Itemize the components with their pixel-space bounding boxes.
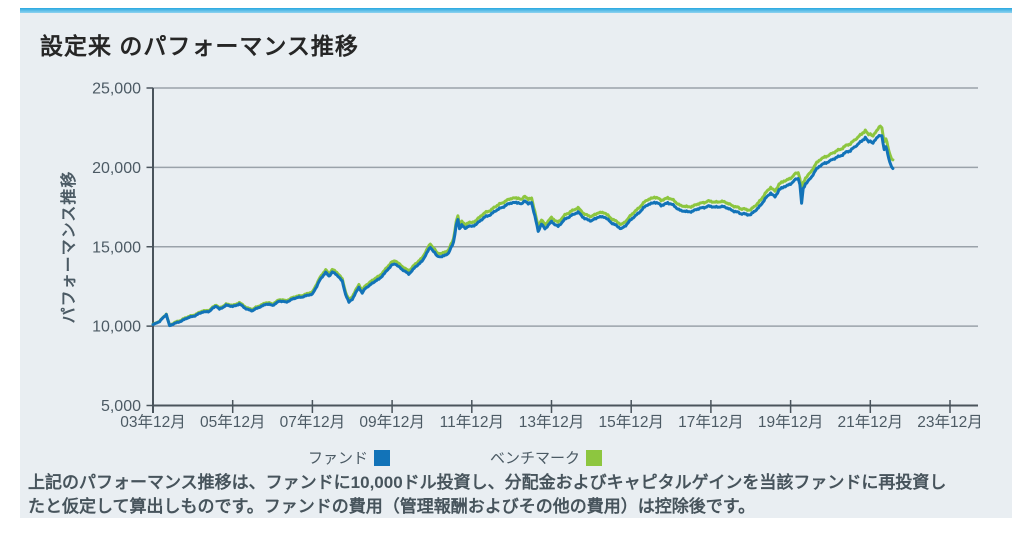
chart-legend: ファンド ベンチマーク [308,447,603,468]
legend-fund-label: ファンド [308,450,369,467]
footnote-line-1: 上記のパフォーマンス推移は、ファンドに10,000ドル投資し、分配金およびキャピ… [28,473,947,492]
performance-card [20,8,1012,518]
x-tick-label: 07年12月 [280,413,345,431]
y-tick-label: 15,000 [92,239,141,256]
legend-benchmark-label: ベンチマーク [490,450,581,467]
legend-benchmark-swatch [586,449,603,466]
chart-title: 設定来 のパフォーマンス推移 [40,33,359,59]
y-tick-label: 10,000 [92,319,141,336]
y-tick-label: 20,000 [92,160,141,177]
x-tick-label: 19年12月 [758,413,823,431]
x-tick-label: 05年12月 [200,413,265,431]
fund-line [151,134,895,328]
card-accent-border [20,8,1012,13]
legend-item-fund: ファンド [308,447,391,468]
x-tick-label: 15年12月 [598,413,663,431]
legend-item-benchmark: ベンチマーク [490,447,603,468]
y-tick-label: 5,000 [101,398,141,415]
x-tick-label: 11年12月 [440,413,504,431]
x-tick-label: 09年12月 [359,413,424,431]
footnote: 上記のパフォーマンス推移は、ファンドに10,000ドル投資し、分配金およびキャピ… [28,471,1010,519]
x-tick-label: 21年12月 [838,413,903,431]
x-tick-label: 13年12月 [519,413,584,431]
x-tick-label: 03年12月 [120,413,185,431]
legend-fund-swatch [374,449,391,466]
footnote-line-2: たと仮定して算出しものです。ファンドの費用（管理報酬およびその他の費用）は控除後… [28,497,756,516]
y-axis-title: パフォーマンス推移 [61,170,78,324]
benchmark-line [151,124,895,327]
x-tick-label: 17年12月 [678,413,743,431]
x-tick-label: 23年12月 [917,413,982,431]
y-tick-label: 25,000 [92,81,141,98]
